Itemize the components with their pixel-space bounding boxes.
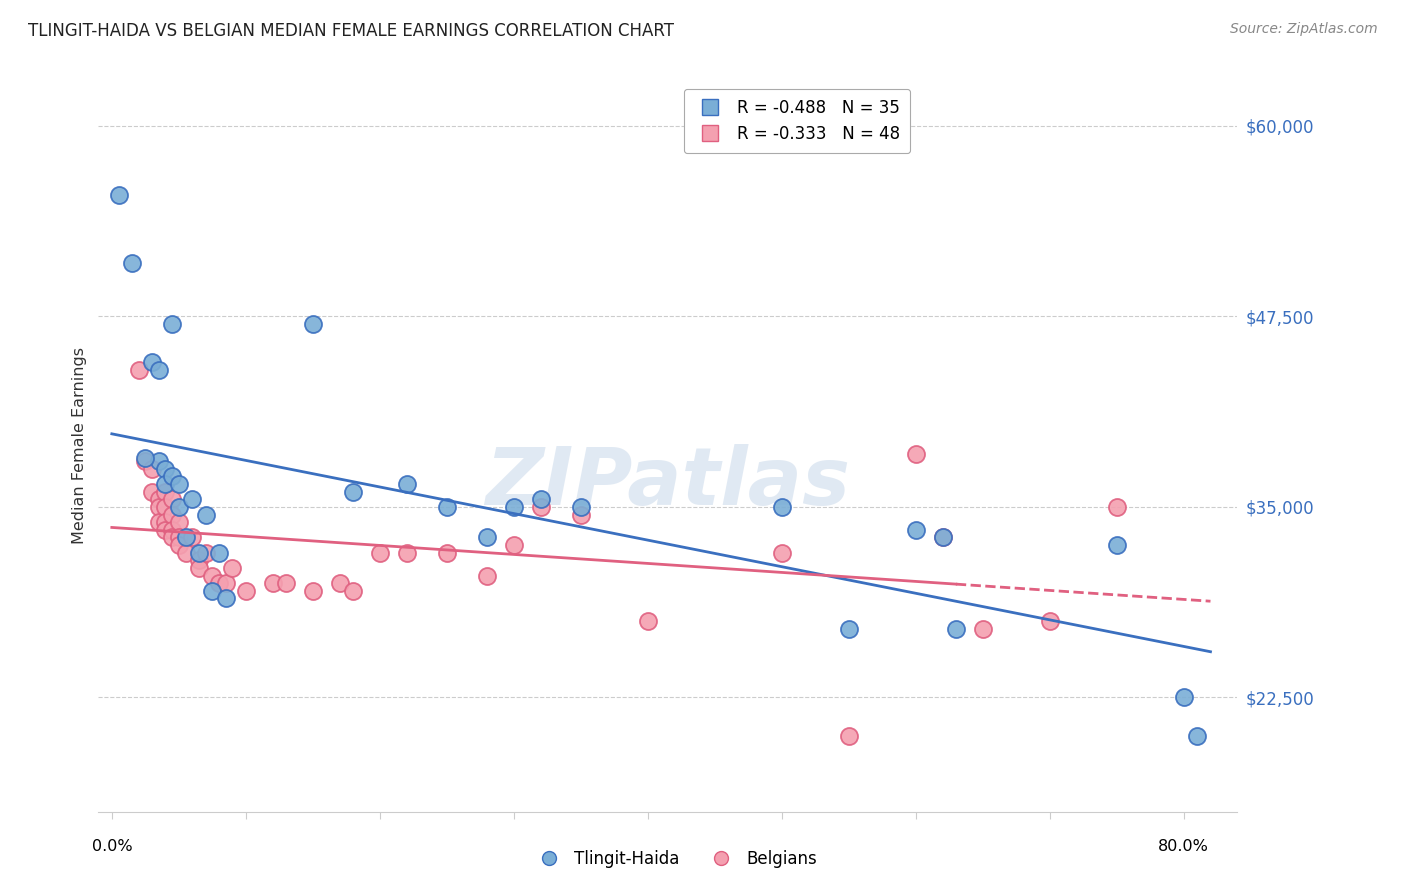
Point xyxy=(770,500,793,514)
Point xyxy=(475,530,498,544)
Point xyxy=(945,622,967,636)
Point xyxy=(368,546,391,560)
Point xyxy=(141,462,163,476)
Point xyxy=(134,451,156,466)
Point xyxy=(167,500,190,514)
Point xyxy=(274,576,297,591)
Legend: Tlingit-Haida, Belgians: Tlingit-Haida, Belgians xyxy=(526,844,824,875)
Point xyxy=(301,583,323,598)
Point xyxy=(160,523,183,537)
Point xyxy=(128,363,150,377)
Point xyxy=(141,355,163,369)
Point xyxy=(187,553,209,567)
Point xyxy=(167,477,190,491)
Point xyxy=(134,454,156,468)
Point xyxy=(569,508,592,522)
Point xyxy=(931,530,953,544)
Text: TLINGIT-HAIDA VS BELGIAN MEDIAN FEMALE EARNINGS CORRELATION CHART: TLINGIT-HAIDA VS BELGIAN MEDIAN FEMALE E… xyxy=(28,22,673,40)
Point xyxy=(155,500,177,514)
Point xyxy=(637,614,659,628)
Point xyxy=(838,622,860,636)
Point xyxy=(1185,729,1208,743)
Point xyxy=(395,546,418,560)
Point xyxy=(155,523,177,537)
Point xyxy=(155,462,177,476)
Point xyxy=(1105,500,1128,514)
Point xyxy=(931,530,953,544)
Point xyxy=(148,515,170,529)
Text: 0.0%: 0.0% xyxy=(91,839,132,855)
Point xyxy=(529,492,551,507)
Text: ZIPatlas: ZIPatlas xyxy=(485,443,851,522)
Point xyxy=(148,500,170,514)
Point xyxy=(187,561,209,575)
Point xyxy=(201,583,224,598)
Point xyxy=(148,454,170,468)
Text: Source: ZipAtlas.com: Source: ZipAtlas.com xyxy=(1230,22,1378,37)
Point xyxy=(194,546,217,560)
Point xyxy=(436,546,458,560)
Point xyxy=(838,729,860,743)
Point xyxy=(342,484,364,499)
Point xyxy=(167,530,190,544)
Point xyxy=(475,568,498,582)
Point xyxy=(208,576,231,591)
Point xyxy=(201,568,224,582)
Point xyxy=(155,477,177,491)
Point xyxy=(436,500,458,514)
Point xyxy=(160,469,183,483)
Point xyxy=(160,508,183,522)
Point xyxy=(221,561,243,575)
Y-axis label: Median Female Earnings: Median Female Earnings xyxy=(72,348,87,544)
Point xyxy=(167,538,190,552)
Point xyxy=(174,546,197,560)
Point xyxy=(342,583,364,598)
Point xyxy=(155,484,177,499)
Point xyxy=(329,576,352,591)
Point xyxy=(904,447,927,461)
Point xyxy=(160,492,183,507)
Point xyxy=(187,546,209,560)
Point xyxy=(194,508,217,522)
Point xyxy=(1173,690,1195,705)
Point xyxy=(181,530,204,544)
Point xyxy=(148,363,170,377)
Point xyxy=(155,515,177,529)
Point xyxy=(235,583,257,598)
Point xyxy=(1105,538,1128,552)
Point xyxy=(262,576,284,591)
Point xyxy=(215,591,238,606)
Point xyxy=(160,530,183,544)
Point xyxy=(529,500,551,514)
Point xyxy=(502,500,524,514)
Point xyxy=(301,317,323,331)
Point xyxy=(181,492,204,507)
Point xyxy=(160,317,183,331)
Point xyxy=(904,523,927,537)
Point xyxy=(141,484,163,499)
Point xyxy=(569,500,592,514)
Point xyxy=(395,477,418,491)
Point xyxy=(167,515,190,529)
Point xyxy=(148,492,170,507)
Point xyxy=(502,538,524,552)
Text: 80.0%: 80.0% xyxy=(1159,839,1209,855)
Point xyxy=(174,530,197,544)
Point xyxy=(208,546,231,560)
Point xyxy=(972,622,994,636)
Legend: R = -0.488   N = 35, R = -0.333   N = 48: R = -0.488 N = 35, R = -0.333 N = 48 xyxy=(683,88,910,153)
Point xyxy=(215,576,238,591)
Point xyxy=(121,256,143,270)
Point xyxy=(1039,614,1062,628)
Point xyxy=(107,187,129,202)
Point xyxy=(770,546,793,560)
